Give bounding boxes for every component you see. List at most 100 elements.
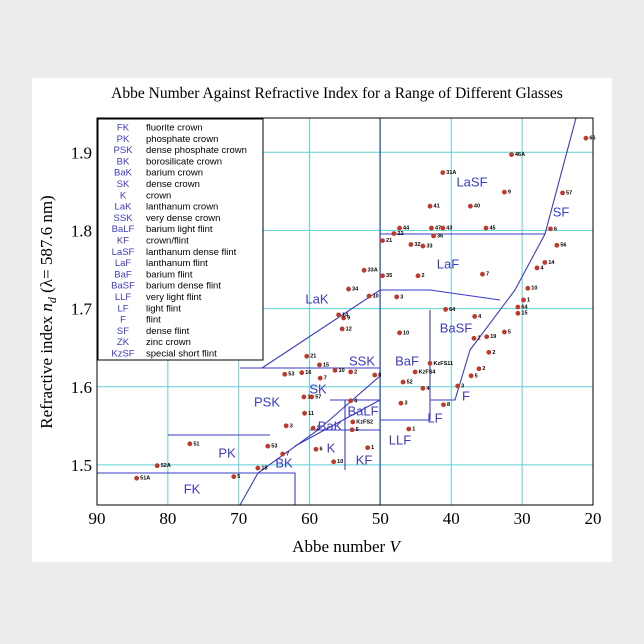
point-label: 3	[400, 294, 403, 300]
legend-name: very dense crown	[146, 213, 220, 224]
point-label: 10	[531, 286, 537, 292]
point-label: 2	[317, 426, 320, 432]
region-label: KF	[356, 452, 373, 467]
point-label: 7	[486, 272, 489, 278]
x-tick-label: 50	[372, 509, 389, 528]
point-label: 5	[356, 427, 359, 433]
point	[317, 362, 322, 368]
legend-name: borosilicate crown	[146, 156, 222, 167]
point-label: 11	[308, 411, 314, 417]
point	[134, 475, 140, 481]
point	[304, 353, 310, 359]
point-label: 19	[490, 334, 496, 340]
point-label: 1	[307, 394, 310, 400]
point-label: 31A	[446, 170, 456, 176]
point	[420, 385, 426, 391]
x-label-symbol: V	[389, 537, 402, 556]
legend-name: lanthanum crown	[146, 202, 218, 213]
point-label: 2	[421, 273, 424, 279]
x-tick-label: 30	[514, 509, 531, 528]
region-label: PSK	[254, 394, 280, 409]
legend	[97, 118, 264, 361]
legend-name: lanthanum dense flint	[146, 247, 237, 258]
point	[265, 443, 271, 449]
region-label: FK	[184, 481, 201, 496]
point-label: 51	[193, 441, 199, 447]
region-label: BaK	[318, 418, 343, 433]
point	[486, 349, 492, 355]
point-label: 2	[477, 336, 480, 342]
point-label: 4	[541, 265, 545, 271]
point-label: 10	[337, 459, 343, 465]
region-label: F	[462, 388, 470, 403]
point-label: 15	[521, 311, 527, 317]
point-label: KzFS11	[434, 361, 454, 367]
legend-code: SF	[117, 326, 129, 337]
point	[542, 260, 548, 265]
y-tick-label: 1.7	[71, 300, 93, 319]
legend-code: FK	[117, 123, 130, 134]
legend-name: lanthanum flint	[146, 258, 208, 269]
x-tick-label: 70	[230, 509, 247, 528]
point-label: 52A	[161, 463, 171, 469]
point	[502, 189, 507, 195]
point-label: 1	[371, 445, 374, 451]
point	[187, 441, 193, 447]
point-label: 64	[449, 307, 456, 313]
point	[280, 451, 286, 457]
point	[366, 293, 372, 299]
point-label: 34	[352, 287, 359, 293]
y-tick-label: 1.6	[71, 378, 92, 397]
region-label: BaSF	[440, 320, 473, 335]
point	[302, 410, 308, 416]
point-label: 46A	[515, 152, 525, 158]
legend-name: barium crown	[146, 168, 203, 179]
point-label: 6	[554, 226, 557, 232]
point-label: 2	[354, 369, 357, 375]
point-label: 36	[437, 233, 443, 239]
point	[525, 285, 531, 291]
region-label: PK	[218, 445, 236, 460]
point	[431, 233, 436, 239]
point	[583, 135, 589, 141]
point	[341, 315, 346, 321]
point-label: 33	[426, 244, 432, 250]
point-label: 57	[315, 394, 321, 400]
point	[521, 297, 526, 303]
point	[394, 294, 400, 300]
legend-code: K	[120, 190, 127, 201]
y-label-suffix: (λ= 587.6 nm)	[37, 195, 56, 297]
region-label: BK	[275, 455, 293, 470]
legend-code: BaF	[114, 269, 132, 280]
legend-name: special short flint	[146, 349, 217, 360]
point-label: 18	[261, 465, 267, 471]
point	[484, 334, 490, 340]
point	[429, 225, 434, 231]
legend-code: BK	[117, 156, 130, 167]
legend-name: fluorite crown	[146, 123, 203, 134]
point-label: 52	[407, 380, 413, 386]
point	[331, 459, 337, 465]
point-label: 57	[566, 190, 572, 196]
point	[154, 463, 160, 469]
y-tick-label: 1.8	[71, 221, 92, 240]
legend-name: phosphate crown	[146, 134, 218, 145]
x-tick-label: 80	[159, 509, 176, 528]
point-label: 45	[490, 226, 496, 232]
point-label: 5	[508, 329, 511, 335]
point	[515, 304, 521, 310]
point	[560, 190, 565, 196]
legend-code: KzSF	[111, 349, 134, 360]
x-axis-label: Abbe number V	[292, 537, 402, 556]
point-label: 56	[560, 243, 566, 249]
y-label-symbol: n	[37, 303, 56, 312]
legend-name: dense phosphate crown	[146, 145, 247, 156]
point	[443, 306, 449, 312]
point-label: 3	[461, 383, 464, 389]
point-label: 22	[397, 231, 403, 237]
region-label: LaF	[437, 256, 459, 271]
region-label: SF	[553, 204, 570, 219]
legend-code: LaSF	[112, 247, 135, 258]
legend-code: F	[120, 315, 126, 326]
